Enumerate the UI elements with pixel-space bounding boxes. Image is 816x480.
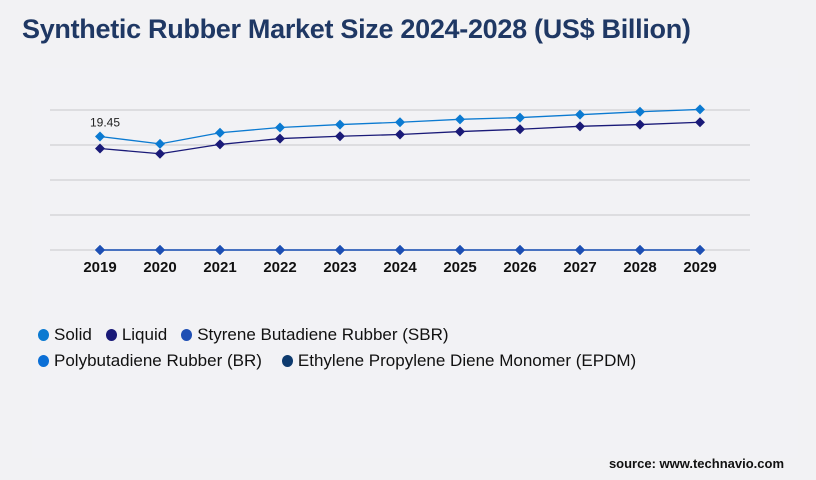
x-tick-label: 2021 xyxy=(203,259,236,276)
chart-panel xyxy=(32,68,798,458)
data-point xyxy=(635,119,645,130)
data-point xyxy=(215,245,225,255)
data-point xyxy=(635,245,645,255)
data-point xyxy=(695,245,705,255)
legend-item-epdm[interactable]: Ethylene Propylene Diene Monomer (EPDM) xyxy=(281,348,637,374)
data-point xyxy=(95,143,105,154)
data-point xyxy=(155,138,165,149)
legend-marker xyxy=(105,329,117,341)
x-tick-label: 2027 xyxy=(563,259,596,276)
data-point xyxy=(275,122,285,133)
x-tick-label: 2020 xyxy=(143,259,176,276)
x-tick-label: 2024 xyxy=(383,259,417,276)
legend-marker xyxy=(38,329,49,341)
data-point xyxy=(515,112,525,123)
legend-item-solid[interactable]: Solid xyxy=(38,322,92,348)
x-tick-label: 2022 xyxy=(263,259,296,276)
data-point xyxy=(215,127,225,138)
data-point xyxy=(575,109,585,120)
legend-marker xyxy=(38,355,49,367)
legend-label: Liquid xyxy=(121,325,168,344)
legend-marker xyxy=(181,329,193,341)
data-point xyxy=(275,133,285,144)
x-tick-label: 2028 xyxy=(623,259,656,276)
data-point xyxy=(215,139,225,150)
data-point xyxy=(155,148,165,159)
data-point xyxy=(335,119,345,130)
data-point xyxy=(395,245,405,255)
data-point xyxy=(455,114,465,125)
x-tick-label: 2026 xyxy=(503,259,536,276)
x-tick-label: 2025 xyxy=(443,259,476,276)
legend-label: Polybutadiene Rubber (BR) xyxy=(54,351,262,370)
x-tick-label: 2029 xyxy=(683,259,716,276)
legend: Solid Liquid Styrene Butadiene Rubber (S… xyxy=(38,322,636,374)
data-label: 19.45 xyxy=(90,116,120,130)
data-point xyxy=(275,245,285,255)
data-point xyxy=(515,245,525,255)
source-note: source: www.technavio.com xyxy=(608,456,784,471)
data-point xyxy=(515,124,525,135)
data-point xyxy=(395,117,405,128)
data-point xyxy=(95,245,105,255)
data-point xyxy=(395,129,405,140)
data-point xyxy=(455,245,465,255)
legend-item-br[interactable]: Polybutadiene Rubber (BR) xyxy=(38,348,262,374)
x-tick-label: 2023 xyxy=(323,259,356,276)
x-tick-label: 2019 xyxy=(83,259,116,276)
data-point xyxy=(155,245,165,255)
chart-title: Synthetic Rubber Market Size 2024-2028 (… xyxy=(22,14,691,44)
data-point xyxy=(335,131,345,142)
legend-label: Styrene Butadiene Rubber (SBR) xyxy=(197,325,449,344)
legend-item-liquid[interactable]: Liquid xyxy=(105,322,168,348)
legend-label: Ethylene Propylene Diene Monomer (EPDM) xyxy=(297,351,637,370)
legend-item-sbr[interactable]: Styrene Butadiene Rubber (SBR) xyxy=(181,322,449,348)
data-point xyxy=(575,121,585,132)
data-point xyxy=(635,106,645,117)
data-point xyxy=(575,245,585,255)
legend-marker xyxy=(281,355,293,367)
data-point xyxy=(95,131,105,142)
data-point xyxy=(695,104,705,115)
data-point xyxy=(335,245,345,255)
data-point xyxy=(695,117,705,128)
data-point xyxy=(455,126,465,137)
line-chart: 2019 2020 2021 2022 2023 2024 2025 2026 2027 2028… xyxy=(50,104,750,276)
legend-label: Solid xyxy=(54,325,92,344)
